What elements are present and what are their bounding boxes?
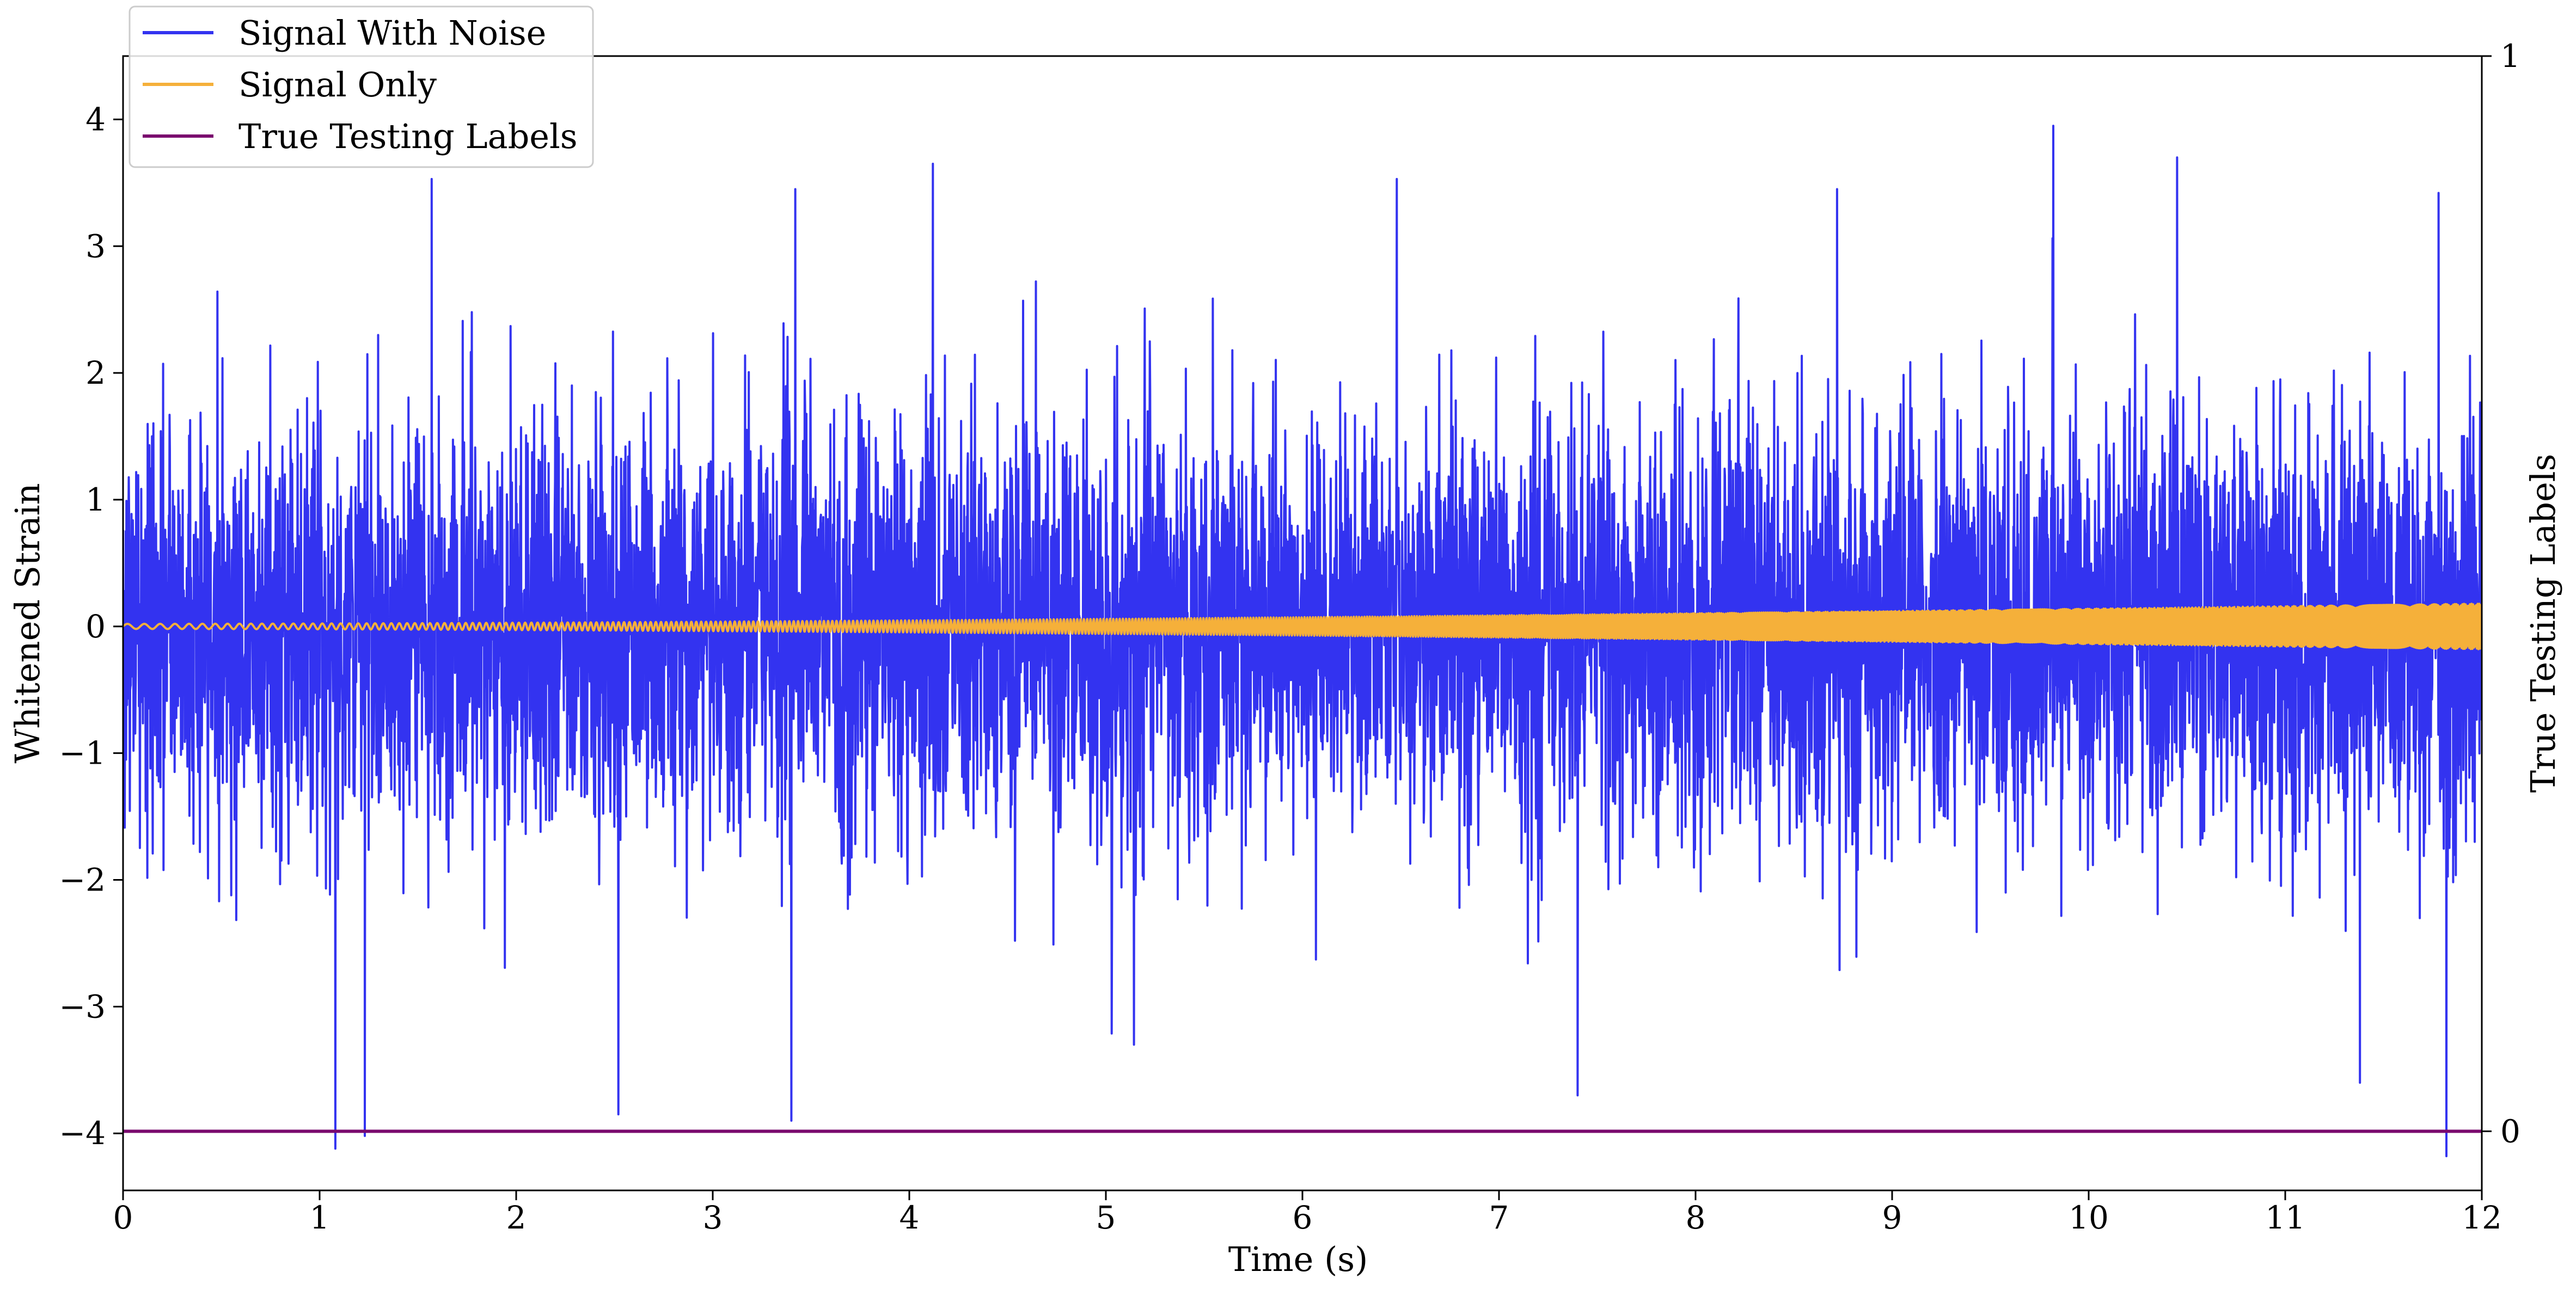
series-signal-only xyxy=(123,603,2482,650)
x-tick-label: 9 xyxy=(1882,1199,1902,1236)
y-axis-right: 10 xyxy=(2482,38,2520,1150)
y-tick-label: 2 xyxy=(85,354,106,391)
x-tick-label: 12 xyxy=(2462,1199,2502,1236)
y2-tick-label: 0 xyxy=(2500,1113,2520,1150)
x-axis-label: Time (s) xyxy=(1228,1239,1368,1279)
legend-label-signal-only: Signal Only xyxy=(238,65,437,105)
y2-tick-label: 1 xyxy=(2500,38,2520,75)
y-tick-label: −3 xyxy=(59,988,106,1025)
x-tick-label: 6 xyxy=(1293,1199,1313,1236)
legend: Signal With Noise Signal Only True Testi… xyxy=(129,5,594,168)
legend-box xyxy=(129,5,594,168)
y-tick-label: 3 xyxy=(85,228,106,265)
y-axis-left: 4 3 2 1 0 −1 −2 −3 −4 xyxy=(59,101,123,1152)
legend-label-signal-with-noise: Signal With Noise xyxy=(238,13,546,53)
y-tick-label: −1 xyxy=(59,735,106,772)
y-tick-label: 4 xyxy=(85,101,106,138)
x-tick-label: 11 xyxy=(2265,1199,2305,1236)
x-tick-label: 7 xyxy=(1489,1199,1509,1236)
y-tick-label: 1 xyxy=(85,481,106,518)
series-signal-with-noise xyxy=(123,125,2482,1158)
x-axis: 0 1 2 3 4 5 6 7 8 9 10 11 12 xyxy=(113,1190,2502,1236)
x-tick-label: 4 xyxy=(900,1199,920,1236)
legend-label-true-testing-labels: True Testing Labels xyxy=(238,116,578,156)
x-tick-label: 0 xyxy=(113,1199,133,1236)
y-axis-label: Whitened Strain xyxy=(8,483,47,764)
x-tick-label: 2 xyxy=(506,1199,527,1236)
y2-axis-label: True Testing Labels xyxy=(2523,454,2563,793)
series-layer xyxy=(123,125,2482,1158)
y-tick-label: 0 xyxy=(85,608,106,645)
x-tick-label: 10 xyxy=(2069,1199,2109,1236)
y-tick-label: −2 xyxy=(59,862,106,899)
x-tick-label: 1 xyxy=(310,1199,330,1236)
x-tick-label: 5 xyxy=(1096,1199,1116,1236)
x-tick-label: 3 xyxy=(703,1199,723,1236)
y-tick-label: −4 xyxy=(59,1115,106,1152)
x-tick-label: 8 xyxy=(1686,1199,1706,1236)
